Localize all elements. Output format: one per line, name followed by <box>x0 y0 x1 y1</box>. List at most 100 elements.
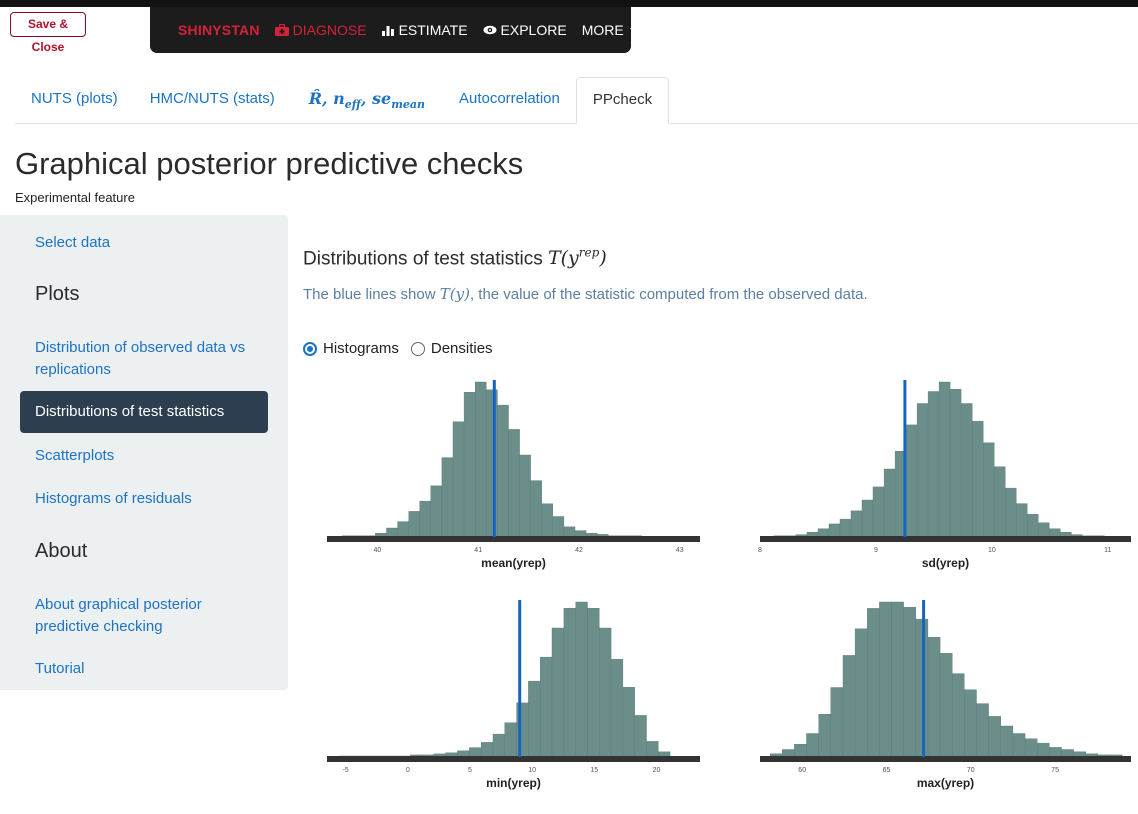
histogram-bar <box>339 755 352 758</box>
histogram-bar <box>1016 503 1028 538</box>
histogram-bar <box>1093 535 1105 538</box>
tab-rhat-neff-semean[interactable]: R̂, neff, semean <box>308 89 425 112</box>
histogram-bar <box>410 754 423 758</box>
nav-estimate-label: ESTIMATE <box>398 22 468 38</box>
nav-brand[interactable]: SHINYSTAN <box>178 22 260 38</box>
histogram-bar <box>419 500 432 538</box>
histogram-bar <box>469 747 482 758</box>
desc-math: T(y) <box>439 285 470 303</box>
nav-diagnose-label: DIAGNOSE <box>292 22 367 38</box>
histogram-bar <box>916 403 929 538</box>
histogram-bar <box>646 741 659 758</box>
tab-nuts-plots[interactable]: NUTS (plots) <box>31 90 118 107</box>
histogram-bar <box>563 608 576 758</box>
histogram-bar <box>610 659 624 758</box>
medkit-icon <box>274 24 289 36</box>
histogram-bar <box>806 532 819 538</box>
sidebar-item-scatterplots[interactable]: Scatterplots <box>35 447 115 464</box>
histogram-bar <box>552 516 565 538</box>
histogram-bar <box>374 755 387 758</box>
radio-histograms[interactable]: Histograms <box>303 340 399 357</box>
x-axis-label: min(yrep) <box>486 776 541 790</box>
histogram-bar <box>773 535 786 538</box>
histogram-bar <box>421 754 435 758</box>
nav-diagnose[interactable]: DIAGNOSE <box>274 22 367 38</box>
histogram-bar <box>508 429 520 538</box>
histogram-bar <box>481 742 494 758</box>
histogram-bar <box>784 535 797 538</box>
histogram-bar <box>927 391 940 538</box>
histogram-bar <box>563 526 576 538</box>
sidebar-item-about-ppc[interactable]: About graphical posterior predictive che… <box>35 596 202 635</box>
x-tick-label: 42 <box>575 547 583 554</box>
eye-icon <box>483 25 497 35</box>
sidebar-item-tutorial[interactable]: Tutorial <box>35 660 85 677</box>
histogram-bar <box>397 521 409 538</box>
histogram-bar <box>817 528 830 538</box>
plot-type-radio-group: Histograms Densities <box>303 340 505 357</box>
histogram-bar <box>861 499 874 538</box>
histogram-bar <box>879 601 892 758</box>
histogram-bar <box>794 744 807 758</box>
histogram-bar <box>1024 738 1038 758</box>
tab-hmc-nuts-stats[interactable]: HMC/NUTS (stats) <box>149 90 275 107</box>
histogram-bar <box>351 755 364 758</box>
page-subtitle: Experimental feature <box>15 190 135 205</box>
histogram-bar <box>608 535 620 538</box>
histogram-bar <box>1036 742 1050 758</box>
histogram-bar <box>883 468 896 538</box>
histogram-bar <box>1012 733 1026 758</box>
sidebar-item-test-statistics[interactable]: Distributions of test statistics <box>20 391 268 433</box>
section-description: The blue lines show T(y), the value of t… <box>303 285 868 303</box>
nav-estimate[interactable]: ESTIMATE <box>381 22 468 38</box>
histogram-bar <box>353 535 365 538</box>
histogram-bar <box>1049 528 1061 538</box>
sidebar-item-residuals[interactable]: Histograms of residuals <box>35 490 192 507</box>
histogram-bar <box>1061 749 1074 758</box>
bar-chart-icon <box>381 26 394 36</box>
histogram-bar <box>983 442 995 538</box>
section-heading-text: Distributions of test statistics <box>303 248 548 270</box>
nav-explore[interactable]: EXPLORE <box>483 22 567 38</box>
nav-more[interactable]: MORE <box>582 22 638 38</box>
histogram-bar <box>1000 725 1014 758</box>
x-tick-label: 10 <box>988 547 996 554</box>
nav-explore-label: EXPLORE <box>500 22 567 38</box>
histogram-bar <box>828 523 841 538</box>
x-tick-label: 43 <box>676 547 684 554</box>
sidebar-item-select-data[interactable]: Select data <box>35 234 111 251</box>
histogram-bar <box>1082 535 1094 538</box>
histogram-bar <box>492 733 506 758</box>
histogram-bar <box>806 733 819 758</box>
x-axis-label: max(yrep) <box>917 776 974 790</box>
histogram-bar <box>497 404 509 538</box>
page-title: Graphical posterior predictive checks <box>15 146 524 181</box>
x-tick-label: 8 <box>758 547 762 554</box>
histogram-bar <box>854 628 868 758</box>
histogram-bar <box>939 653 953 758</box>
x-tick-label: -5 <box>342 767 348 774</box>
nav-more-label: MORE <box>581 22 624 38</box>
x-axis-line <box>760 756 1131 762</box>
save-close-button[interactable]: Save & Close <box>10 12 86 54</box>
sidebar-item-observed-vs-replications[interactable]: Distribution of observed data vs replica… <box>35 339 246 378</box>
histogram-bar <box>994 466 1006 538</box>
histogram-bar <box>430 485 443 538</box>
tab-autocorrelation[interactable]: Autocorrelation <box>458 90 560 107</box>
histogram-bar <box>905 424 918 538</box>
section-heading-math: T(yrep) <box>547 246 607 270</box>
x-tick-label: 40 <box>374 547 382 554</box>
histogram-bar <box>938 381 951 538</box>
histogram-bar <box>486 389 498 538</box>
caret-down-icon <box>629 27 638 33</box>
histogram-bar <box>398 755 411 758</box>
histogram-bar <box>1038 522 1050 538</box>
histogram-bar <box>915 618 929 758</box>
radio-densities[interactable]: Densities <box>410 340 493 357</box>
histogram-bar <box>818 714 832 758</box>
tab-ppcheck[interactable]: PPcheck <box>575 77 670 124</box>
histogram-bar <box>441 457 454 538</box>
histogram-bar <box>964 689 977 758</box>
histogram-bar <box>587 608 600 758</box>
sidebar: Select data Plots Distribution of observ… <box>0 215 288 690</box>
